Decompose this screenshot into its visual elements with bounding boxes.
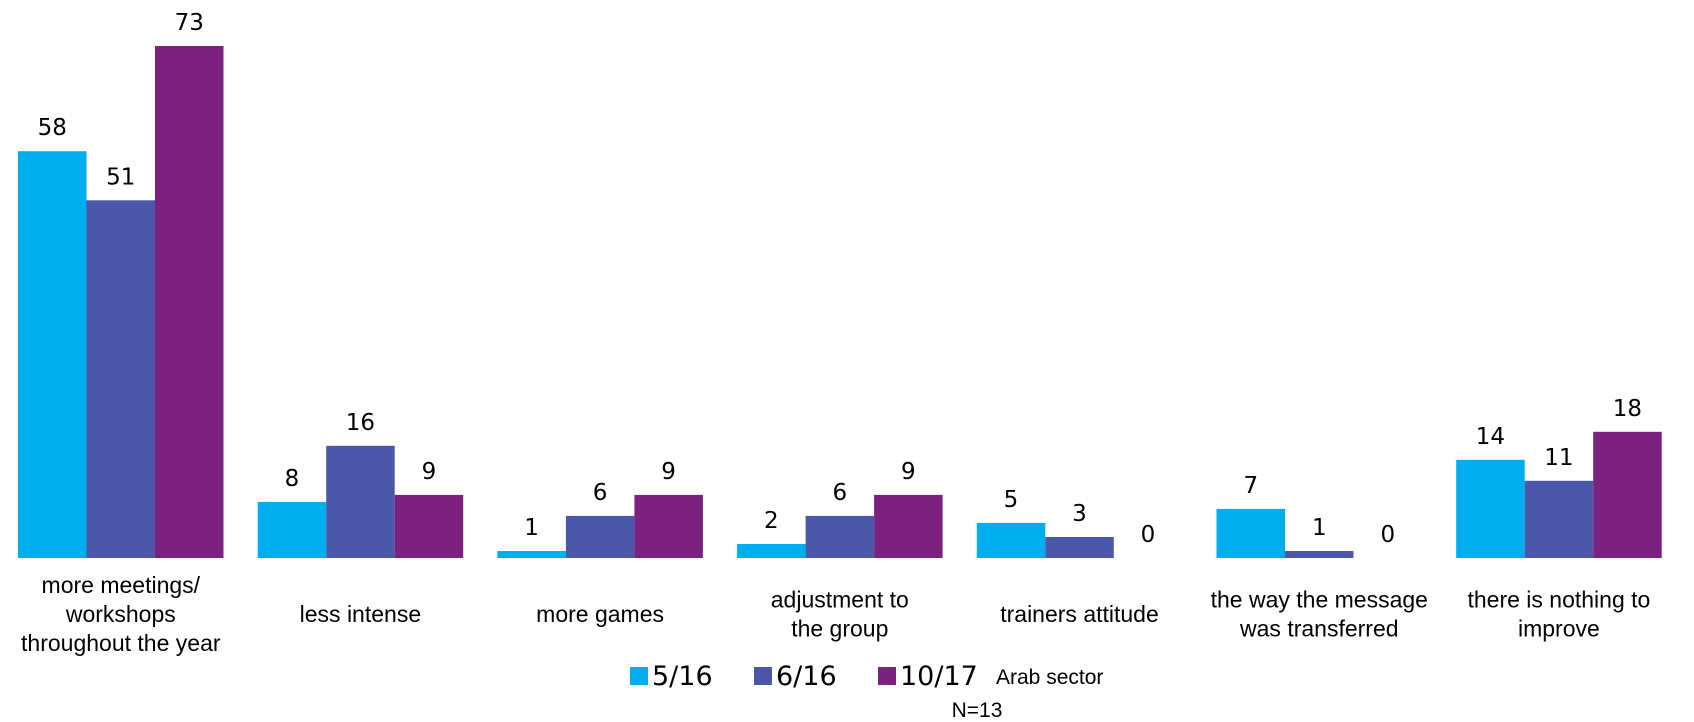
bar-6-16-cat-0 [86,200,155,559]
category-label-4: trainers attitude [1000,601,1159,627]
data-label-5-16-cat-4: 5 [1004,487,1019,513]
bar-10-17-cat-0 [155,46,224,558]
category-label-line: trainers attitude [1000,601,1159,627]
bar-5-16-cat-2 [497,551,566,558]
data-label-10-17-cat-0: 73 [175,10,204,36]
bar-5-16-cat-1 [257,501,327,558]
data-label-5-16-cat-5: 7 [1243,473,1258,499]
bar-5-16-cat-4 [976,522,1046,558]
bar-5-16-cat-0 [18,151,87,558]
category-label-line: the way the message [1211,587,1428,613]
category-label-6: there is nothing to improve [1467,587,1650,642]
data-label-6-16-cat-3: 6 [832,480,847,506]
bar-5-16-cat-3 [737,544,806,558]
category-label-line: less intense [300,601,421,627]
data-label-10-17-cat-3: 9 [901,459,916,485]
category-label-line: there is nothing to [1467,587,1650,613]
category-label-line: the group [791,616,888,642]
data-label-5-16-cat-2: 1 [524,515,539,541]
legend-note: Arab sector [996,666,1103,689]
category-label-1: less intense [300,601,421,627]
data-label-6-16-cat-1: 16 [346,410,375,436]
legend-label-6-16: 6/16 [776,661,837,692]
category-label-line: was transferred [1239,616,1399,642]
bar-5-16-cat-5 [1216,508,1285,558]
legend: 5/16 6/16 10/17 Arab sector [630,661,1103,692]
data-label-5-16-cat-3: 2 [764,508,779,534]
legend-swatch-6-16 [754,667,772,685]
data-label-6-16-cat-2: 6 [593,480,608,506]
data-label-10-17-cat-5: 0 [1380,522,1395,548]
category-label-line: improve [1518,616,1600,642]
category-label-2: more games [536,601,664,627]
data-label-5-16-cat-1: 8 [285,466,300,492]
sample-size-note: N=13 [952,699,1003,722]
data-label-6-16-cat-0: 51 [106,164,135,190]
category-label-line: more meetings/ [42,572,201,598]
data-label-6-16-cat-6: 11 [1544,445,1573,471]
bar-6-16-cat-1 [326,445,395,558]
data-label-10-17-cat-4: 0 [1141,522,1156,548]
bar-6-16-cat-2 [565,515,635,558]
bar-6-16-cat-6 [1524,480,1594,558]
category-label-line: throughout the year [21,630,221,656]
bar-10-17-cat-3 [874,494,943,558]
category-label-3: adjustment to the group [771,587,909,642]
legend-label-10-17: 10/17 [900,661,978,692]
data-label-10-17-cat-6: 18 [1613,396,1642,422]
data-label-5-16-cat-6: 14 [1476,424,1505,450]
bar-6-16-cat-5 [1285,551,1354,558]
bar-10-17-cat-2 [634,494,703,558]
bar-6-16-cat-3 [805,515,875,558]
data-label-10-17-cat-2: 9 [661,459,676,485]
bar-6-16-cat-4 [1045,537,1114,558]
legend-swatch-10-17 [878,667,896,685]
category-label-line: adjustment to [771,587,909,613]
legend-swatch-5-16 [630,667,648,685]
data-label-10-17-cat-1: 9 [422,459,437,485]
bar-10-17-cat-6 [1593,431,1662,558]
legend-label-5-16: 5/16 [652,661,713,692]
bar-5-16-cat-6 [1456,459,1525,558]
data-label-6-16-cat-5: 1 [1312,515,1327,541]
category-labels: more meetings/workshops throughout the ye… [21,572,1650,656]
category-label-5: the way the message was transferred [1211,587,1428,642]
bar-10-17-cat-1 [394,494,464,558]
category-label-line: more games [536,601,664,627]
data-label-6-16-cat-4: 3 [1072,501,1087,527]
data-label-5-16-cat-0: 58 [38,115,67,141]
category-label-0: more meetings/workshops throughout the ye… [21,572,221,656]
category-label-line: workshops [65,601,176,627]
